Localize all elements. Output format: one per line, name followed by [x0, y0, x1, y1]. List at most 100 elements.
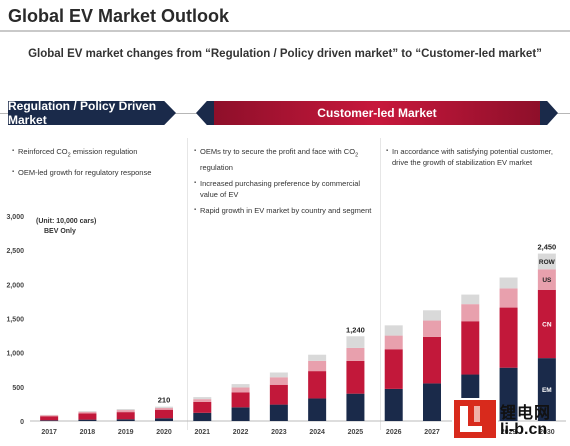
bar-segment-us: [193, 399, 212, 402]
segment-label-em: EM: [542, 387, 552, 394]
bar-segment-cn: [461, 321, 480, 375]
x-tick-label: 2021: [194, 429, 210, 436]
x-tick-label: 2017: [41, 429, 57, 436]
bar-segment-us: [537, 269, 556, 290]
bar-segment-em: [231, 407, 250, 421]
bar-segment-em: [346, 393, 365, 421]
bar-segment-us: [155, 408, 173, 410]
page-title: Global EV Market Outlook: [8, 6, 230, 26]
bullet-item: In accordance with satisfying potential …: [386, 146, 564, 168]
y-tick-label: 1,000: [6, 351, 24, 358]
bar-segment-em: [193, 412, 212, 421]
y-tick-label: 1,500: [6, 317, 24, 324]
bar-segment-row: [346, 336, 365, 348]
unit-note: (Unit: 10,000 cars) BEV Only: [36, 217, 96, 237]
banner-regulation-market: Regulation / Policy Driven Market: [8, 101, 176, 125]
watermark-text-cn: 锂电网: [500, 405, 552, 422]
x-tick-label: 2027: [424, 429, 440, 436]
bar-total-label: 1,240: [346, 325, 365, 334]
bar-segment-em: [308, 398, 327, 421]
bar-segment-cn: [40, 416, 59, 421]
bar-segment-cn: [78, 413, 97, 420]
bar-segment-row: [231, 384, 250, 388]
x-tick-label: 2025: [348, 429, 364, 436]
bar-segment-row: [308, 354, 327, 361]
banner-customer-label: Customer-led Market: [317, 106, 437, 120]
banner-customer-inner: Customer-led Market: [214, 101, 540, 125]
bar-segment-us: [346, 347, 365, 361]
bar-segment-row: [384, 325, 403, 336]
bar-segment-em: [40, 420, 59, 421]
bar-segment-cn: [423, 336, 441, 384]
bar-segment-cn: [155, 409, 173, 419]
x-tick-label: 2024: [309, 429, 325, 436]
bar-segment-us: [116, 410, 135, 413]
bar-segment-em: [116, 419, 135, 421]
bullet-item: Reinforced CO2 emission regulation: [12, 146, 182, 162]
bar-segment-row: [537, 253, 556, 270]
bar-total-label: 2,450: [537, 243, 556, 252]
bar-segment-row: [461, 294, 480, 305]
x-tick-label: 2018: [80, 429, 96, 436]
bar-segment-us: [308, 360, 327, 372]
segment-label-us: US: [542, 277, 552, 284]
x-tick-label: 2026: [386, 429, 402, 436]
bar-segment-us: [78, 411, 97, 414]
bar-segment-us: [423, 320, 441, 337]
bar-segment-row: [116, 409, 135, 411]
bar-segment-em: [423, 383, 441, 421]
unit-note-line-2: BEV Only: [44, 228, 76, 235]
bar-segment-cn: [116, 412, 135, 420]
x-tick-label: 2029: [501, 429, 517, 436]
bar-segment-row: [193, 397, 212, 400]
y-tick-label: 2,500: [6, 248, 24, 255]
bar-segment-row: [269, 372, 288, 378]
bullets-right: In accordance with satisfying potential …: [386, 146, 564, 173]
bullet-item: OEMs try to secure the profit and face w…: [194, 146, 374, 173]
page-subtitle: Global EV market changes from “Regulatio…: [28, 48, 542, 60]
x-tick-label: 2022: [233, 429, 249, 436]
bar-segment-us: [384, 335, 403, 350]
y-tick-label: 3,000: [6, 214, 24, 221]
bar-segment-cn: [499, 307, 518, 368]
bullet-item: OEM-led growth for regulatory response: [12, 167, 182, 178]
bar-segment-row: [423, 310, 441, 321]
bullet-item: Rapid growth in EV market by country and…: [194, 205, 374, 216]
bar-segment-cn: [346, 360, 365, 394]
x-tick-label: 2023: [271, 429, 287, 436]
bar-segment-em: [499, 367, 518, 421]
bar-segment-em: [537, 358, 556, 421]
bullets-left: Reinforced CO2 emission regulation OEM-l…: [12, 146, 182, 183]
y-tick-label: 2,000: [6, 282, 24, 289]
bullets-middle: OEMs try to secure the profit and face w…: [194, 146, 374, 221]
bar-segment-cn: [193, 401, 212, 413]
logo-mark-icon: [454, 400, 496, 438]
bar-segment-us: [499, 288, 518, 308]
bar-total-label: 210: [158, 396, 171, 405]
bar-segment-em: [78, 419, 97, 421]
bar-segment-em: [384, 388, 403, 421]
x-tick-label: 2030: [539, 429, 555, 436]
bar-segment-cn: [384, 349, 403, 389]
x-tick-label: 2020: [156, 429, 172, 436]
bar-segment-cn: [308, 371, 327, 399]
bar-segment-cn: [269, 384, 288, 405]
watermark-logo: [452, 398, 498, 440]
phase-divider-2: [380, 138, 381, 430]
y-tick-label: 0: [20, 419, 24, 426]
x-tick-label: 2019: [118, 429, 134, 436]
bar-segment-us: [40, 415, 59, 417]
bar-segment-cn: [537, 289, 556, 359]
banner-customer-market: Customer-led Market: [196, 101, 558, 125]
segment-label-cn: CN: [542, 321, 552, 328]
phase-divider-1: [187, 138, 188, 430]
bar-segment-row: [78, 411, 97, 412]
y-tick-label: 500: [12, 385, 24, 392]
bar-segment-row: [499, 277, 518, 289]
bar-segment-em: [269, 404, 288, 421]
bar-segment-row: [155, 406, 173, 409]
unit-note-line-1: (Unit: 10,000 cars): [36, 218, 97, 225]
title-divider: [0, 30, 570, 32]
watermark-text-url: li-b.cn: [500, 421, 548, 438]
